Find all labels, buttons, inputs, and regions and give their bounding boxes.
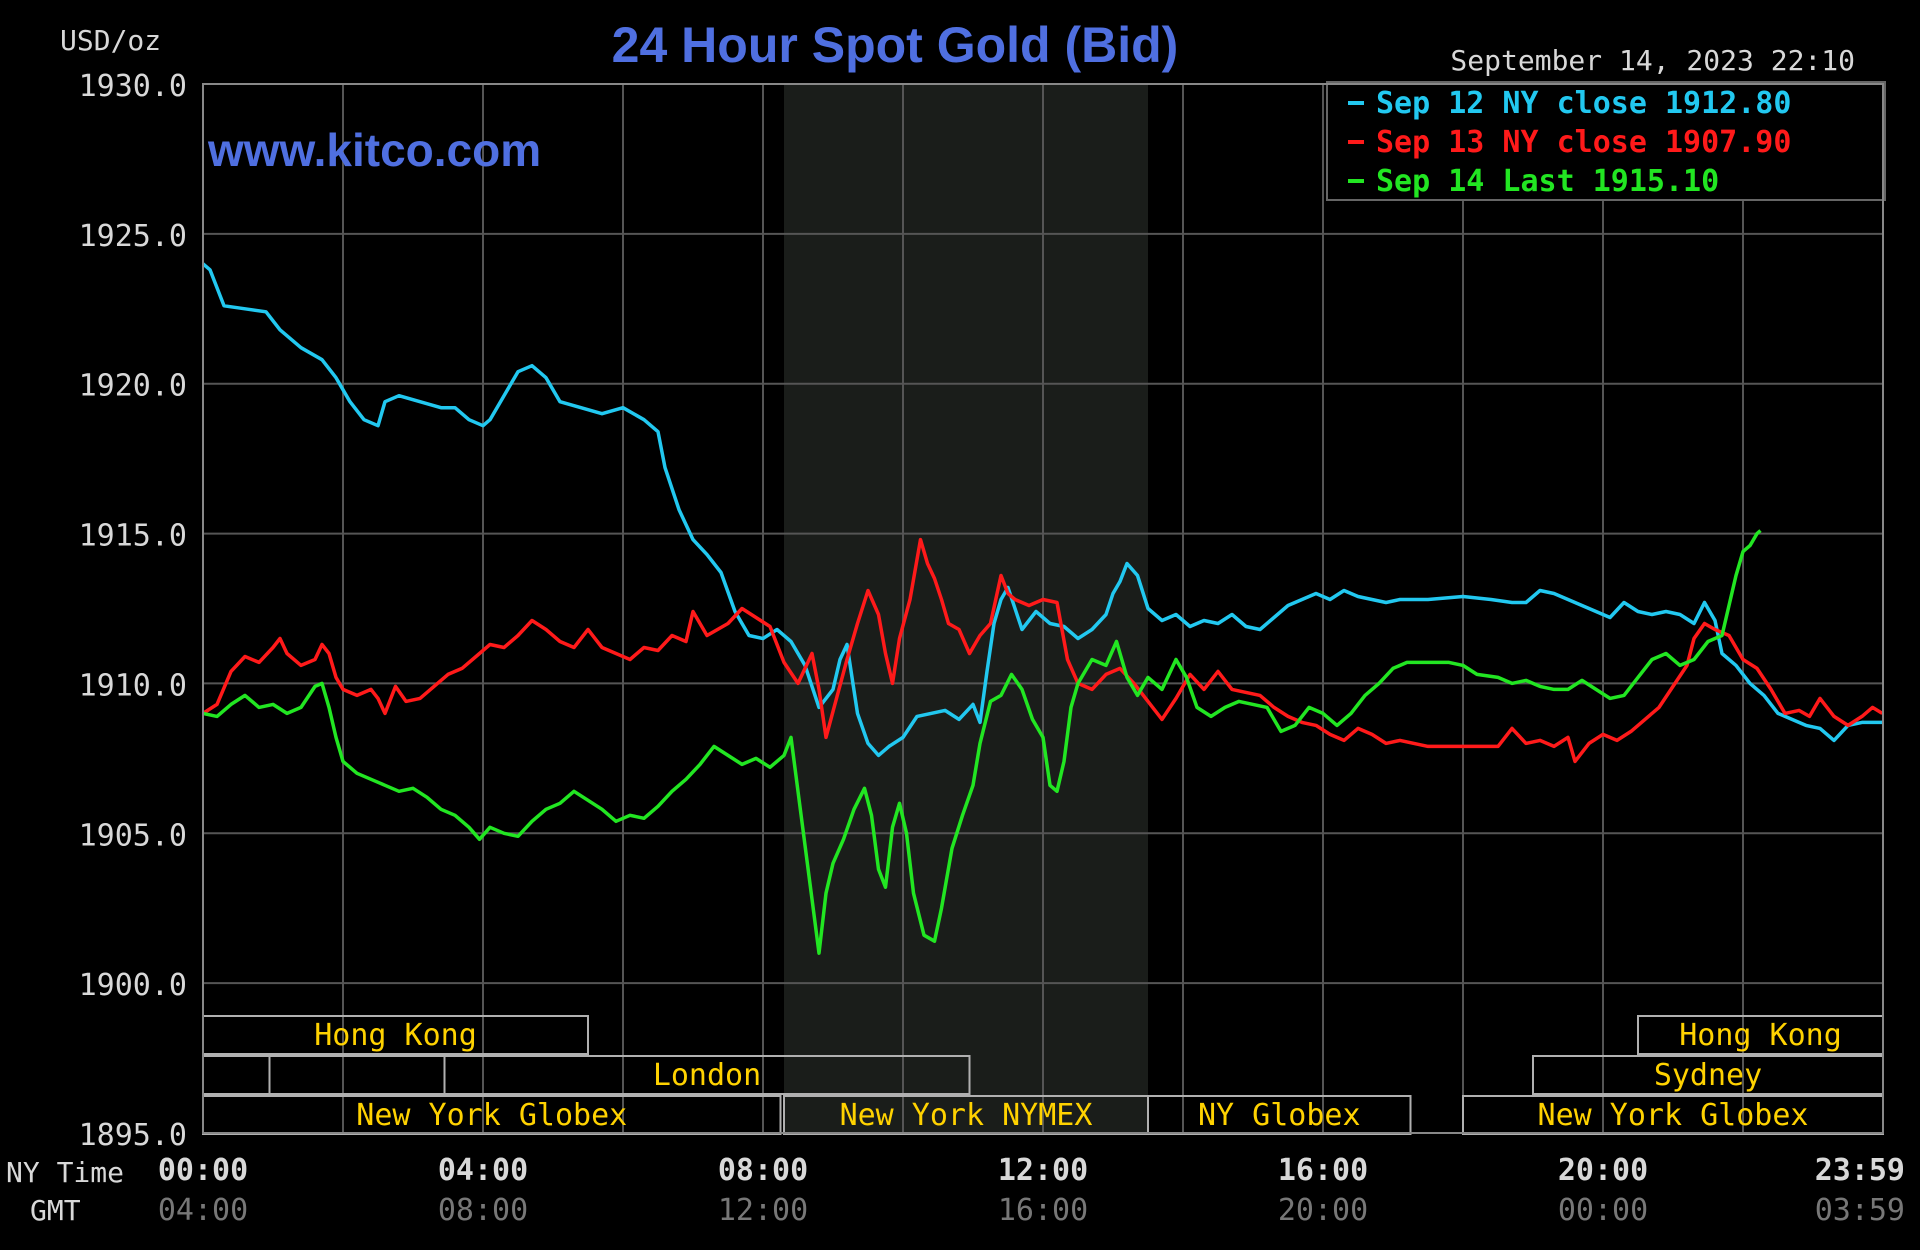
gmt-label: GMT (30, 1194, 81, 1227)
x-tick-label-gmt: 00:00 (1558, 1193, 1648, 1228)
series-line (201, 262, 1883, 758)
chart-title: 24 Hour Spot Gold (Bid) (612, 17, 1179, 73)
x-axis-ticks: 00:00 04:00 08:00 12:00 16:00 20:00 23:59 04:00… (158, 1153, 1905, 1228)
legend-box (1326, 81, 1886, 201)
legend-entry: Sep 13 NY close 1907.90 (1376, 125, 1791, 160)
x-tick-label-ny: 08:00 (718, 1153, 808, 1188)
session-label: Sydney (1654, 1058, 1762, 1093)
y-tick-label: 1915.0 (79, 519, 187, 554)
x-tick-label-gmt: 03:59 (1815, 1193, 1905, 1228)
price-series (201, 262, 1884, 955)
legend: Sep 12 NY close 1912.80 Sep 13 NY close 1… (1326, 81, 1886, 201)
x-tick-label-gmt: 16:00 (998, 1193, 1088, 1228)
y-tick-label: 1930.0 (79, 69, 187, 104)
session-label: Hong Kong (1679, 1018, 1842, 1053)
session-label: New York NYMEX (840, 1098, 1093, 1133)
x-tick-label-gmt: 04:00 (158, 1193, 248, 1228)
x-tick-label-ny: 16:00 (1278, 1153, 1368, 1188)
x-tick-label-gmt: 20:00 (1278, 1193, 1368, 1228)
session-label: NY Globex (1198, 1098, 1361, 1133)
y-tick-label: 1925.0 (79, 219, 187, 254)
y-tick-label: 1910.0 (79, 668, 187, 703)
y-tick-label: 1895.0 (79, 1118, 187, 1153)
x-tick-label-ny: 04:00 (438, 1153, 528, 1188)
session-label: New York Globex (1538, 1098, 1809, 1133)
series-line (202, 537, 1884, 764)
y-tick-label: 1900.0 (79, 968, 187, 1003)
nymex-session-shade (784, 84, 1148, 1133)
y-tick-label: 1905.0 (79, 818, 187, 853)
ny-time-label: NY Time (6, 1156, 124, 1189)
legend-entry: Sep 12 NY close 1912.80 (1376, 86, 1791, 121)
session-label: Hong Kong (314, 1018, 477, 1053)
x-tick-label-ny: 12:00 (998, 1153, 1088, 1188)
series-line (202, 529, 1762, 955)
y-axis-ticks: 1930.0 1925.0 1920.0 1915.0 1910.0 1905.0 1900… (79, 69, 187, 1153)
session-label: New York Globex (356, 1098, 627, 1133)
x-tick-label-ny: 23:59 (1815, 1153, 1905, 1188)
x-tick-label-gmt: 08:00 (438, 1193, 528, 1228)
legend-entry: Sep 14 Last 1915.10 (1376, 164, 1719, 199)
plot-border (202, 83, 1884, 1134)
y-tick-label: 1920.0 (79, 369, 187, 404)
y-axis-unit-label: USD/oz (60, 24, 161, 57)
session-box (443, 1055, 971, 1095)
timestamp: September 14, 2023 22:10 (1450, 44, 1855, 77)
watermark: www.kitco.com (207, 124, 541, 176)
x-tick-label-ny: 20:00 (1558, 1153, 1648, 1188)
grid-lines (203, 84, 1883, 1133)
session-label: London (653, 1058, 761, 1093)
x-tick-label-ny: 00:00 (158, 1153, 248, 1188)
x-tick-label-gmt: 12:00 (718, 1193, 808, 1228)
